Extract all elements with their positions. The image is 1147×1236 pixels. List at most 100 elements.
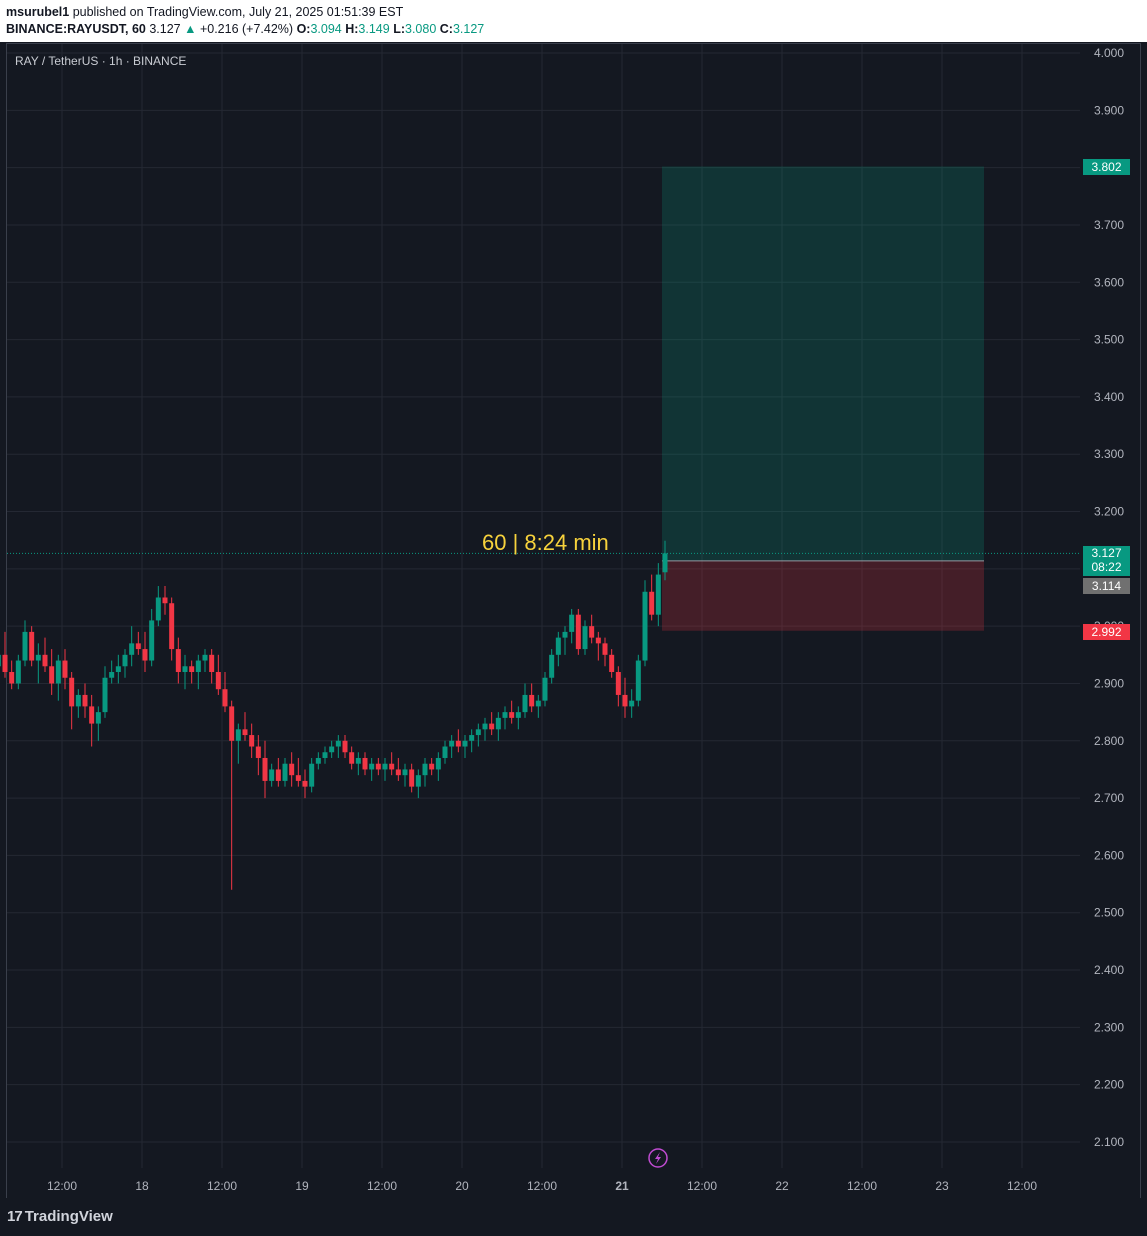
candle-body <box>369 763 375 770</box>
candle-body <box>189 666 195 673</box>
y-tick-label: 2.300 <box>1094 1020 1124 1034</box>
publish-header: msurubel1 published on TradingView.com, … <box>0 0 1147 42</box>
y-tick-label: 3.600 <box>1094 275 1124 289</box>
candle-body <box>202 654 208 661</box>
chart-legend: RAY / TetherUS · 1h · BINANCE <box>15 54 187 68</box>
candle-body <box>362 757 368 770</box>
symbol-ohlc-line: BINANCE:RAYUSDT, 60 3.127 ▲ +0.216 (+7.4… <box>6 22 484 36</box>
candle-body <box>155 597 161 621</box>
candle-body <box>349 752 355 764</box>
candle-body <box>35 654 41 661</box>
candle-body <box>642 591 648 661</box>
candle-body <box>55 660 61 684</box>
candle-body <box>162 597 168 604</box>
price-change: +0.216 (+7.42%) <box>199 22 294 36</box>
tradingview-logo-text: TradingView <box>24 1208 113 1225</box>
tradingview-logo[interactable]: 17 TradingView <box>7 1208 113 1225</box>
y-tick-label: 3.400 <box>1094 390 1124 404</box>
candle-body <box>9 672 15 684</box>
x-tick-label: 12:00 <box>1007 1179 1037 1193</box>
candle-body <box>355 757 361 764</box>
x-tick-label: 18 <box>135 1179 149 1193</box>
profit-zone <box>662 166 984 561</box>
candle-body <box>415 775 421 787</box>
candle-body <box>522 694 528 713</box>
candle-body <box>509 712 515 718</box>
x-tick-label: 12:00 <box>367 1179 397 1193</box>
candle-body <box>115 666 121 673</box>
author-name[interactable]: msurubel1 <box>6 5 70 19</box>
candle-body <box>529 694 535 707</box>
candle-body <box>275 769 281 781</box>
candle-body <box>129 643 135 655</box>
bar-countdown: 08:22 <box>1091 560 1122 574</box>
entry-price-badge: 3.114 <box>1083 578 1130 594</box>
candle-body <box>542 677 548 701</box>
stop-price-badge: 2.992 <box>1083 624 1130 640</box>
candle-body <box>0 654 1 667</box>
candle-body <box>482 723 488 730</box>
candle-body <box>515 712 521 718</box>
high-label: H: <box>345 22 359 36</box>
candle-body <box>82 694 88 707</box>
candle-body <box>502 712 508 718</box>
x-tick-label: 12:00 <box>527 1179 557 1193</box>
y-tick-label: 3.200 <box>1094 505 1124 519</box>
y-tick-label: 2.400 <box>1094 963 1124 977</box>
candle-body <box>62 660 68 678</box>
candle-body <box>442 746 448 758</box>
low-value: 3.080 <box>405 22 437 36</box>
candle-body <box>255 746 261 758</box>
candle-body <box>262 757 268 781</box>
candle-body <box>629 700 635 707</box>
lightning-icon <box>648 1148 668 1168</box>
x-tick-label: 12:00 <box>847 1179 877 1193</box>
lightning-bolt-icon <box>655 1152 661 1164</box>
candle-body <box>75 694 81 707</box>
candle-body <box>569 614 575 632</box>
candle-body <box>582 626 588 650</box>
candle-body <box>29 631 35 661</box>
candle-body <box>175 649 181 673</box>
candle-body <box>102 677 108 713</box>
timeframe-annotation: 60 | 8:24 min <box>482 530 609 555</box>
open-value: 3.094 <box>310 22 342 36</box>
candle-body <box>469 735 475 741</box>
candle-body <box>242 729 248 736</box>
candle-body <box>249 735 255 747</box>
candle-body <box>149 620 155 661</box>
y-tick-label: 2.700 <box>1094 791 1124 805</box>
symbol-label: BINANCE:RAYUSDT, 60 <box>6 22 146 36</box>
candle-body <box>302 780 308 787</box>
candle-body <box>69 677 75 707</box>
candle-body <box>229 706 235 741</box>
y-tick-label: 3.900 <box>1094 103 1124 117</box>
candle-body <box>662 553 668 573</box>
candle-body <box>135 643 141 650</box>
candle-body <box>322 752 328 758</box>
y-tick-label: 2.100 <box>1094 1135 1124 1149</box>
candle-body <box>422 763 428 776</box>
candle-body <box>109 672 115 678</box>
candle-body <box>95 712 101 724</box>
candle-body <box>169 603 175 650</box>
candle-body <box>142 649 148 661</box>
candle-body <box>89 706 95 724</box>
candle-body <box>309 763 315 787</box>
candle-body <box>562 631 568 638</box>
candle-body <box>15 660 21 684</box>
candle-body <box>182 666 188 673</box>
high-value: 3.149 <box>358 22 390 36</box>
close-value: 3.127 <box>452 22 485 36</box>
y-tick-label: 2.900 <box>1094 676 1124 690</box>
candle-body <box>429 763 435 770</box>
candle-body <box>402 769 408 776</box>
candle-body <box>42 654 48 667</box>
candle-body <box>555 637 561 655</box>
candle-body <box>282 763 288 781</box>
candle-body <box>575 614 581 650</box>
candle-body <box>475 729 481 736</box>
candle-body <box>609 654 615 673</box>
candle-body <box>382 763 388 770</box>
